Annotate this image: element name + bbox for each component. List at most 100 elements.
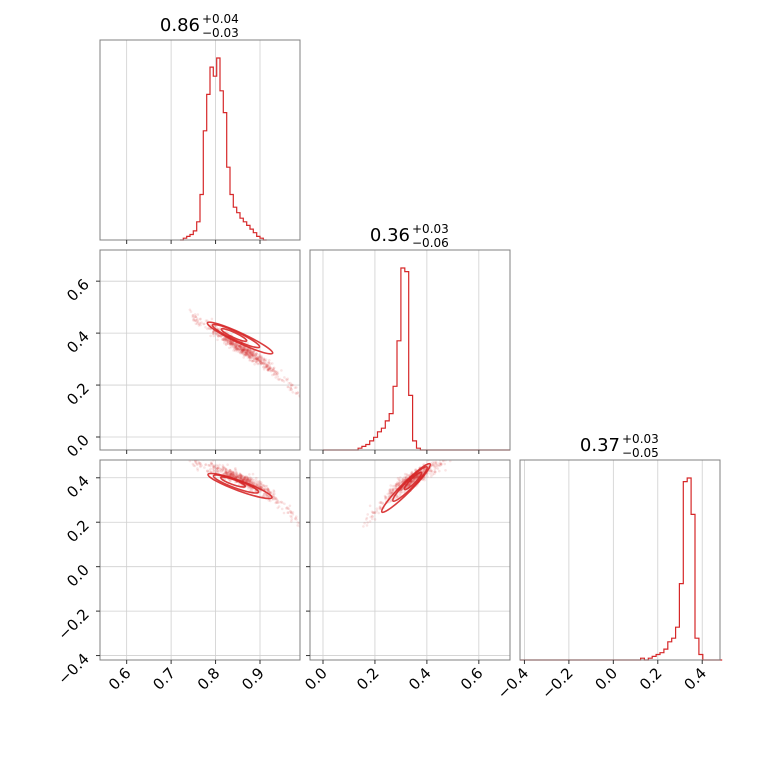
sample-point — [248, 356, 251, 360]
sample-point — [254, 490, 258, 493]
sample-point — [265, 363, 269, 367]
sample-point — [271, 368, 275, 372]
sample-point — [237, 347, 241, 351]
contour-outer-p2-vs-p1 — [380, 462, 432, 514]
sample-point — [242, 477, 246, 481]
sample-point — [403, 477, 407, 481]
sample-point — [257, 483, 260, 487]
sample-point — [231, 342, 234, 345]
sample-point — [249, 478, 252, 481]
sample-point — [396, 481, 399, 484]
y-tick-label-p2-1: −0.2 — [54, 605, 92, 643]
sample-point — [240, 348, 243, 352]
sample-point — [276, 375, 280, 378]
sample-point — [234, 348, 238, 351]
sample-point — [262, 362, 265, 366]
sample-point — [273, 492, 276, 496]
sample-point — [260, 358, 263, 362]
sample-point — [242, 348, 246, 352]
sample-point — [235, 342, 238, 346]
contour-outer-p1-vs-p0 — [206, 321, 274, 355]
sample-point — [429, 472, 432, 475]
sample-point — [227, 470, 231, 474]
sample-point — [223, 339, 226, 343]
sample-point — [194, 315, 197, 319]
sample-point — [247, 352, 250, 355]
sample-point — [226, 342, 230, 345]
sample-point — [240, 350, 243, 353]
sample-point — [233, 473, 236, 476]
sample-point — [243, 475, 247, 479]
sample-point — [211, 467, 215, 471]
sample-point — [194, 319, 198, 322]
sample-point — [222, 472, 226, 476]
sample-point — [267, 489, 270, 493]
sample-point — [400, 490, 404, 494]
sample-point — [230, 473, 233, 477]
sample-point — [220, 470, 223, 474]
sample-point — [224, 342, 228, 346]
x-tick-label-p1-2: 0.4 — [405, 664, 435, 694]
sample-point — [239, 346, 243, 349]
sample-point — [241, 351, 244, 354]
sample-point — [248, 480, 252, 483]
sample-point — [262, 361, 265, 365]
sample-point — [269, 490, 273, 494]
sample-point — [269, 368, 273, 372]
sample-point — [246, 341, 249, 345]
sample-point — [241, 348, 244, 351]
sample-point — [271, 492, 275, 495]
sample-point — [231, 470, 234, 474]
sample-point — [267, 490, 270, 493]
sample-point — [262, 484, 265, 488]
sample-point — [230, 343, 234, 347]
sample-point — [415, 475, 419, 478]
sample-point — [408, 483, 412, 486]
sample-point — [291, 511, 295, 514]
sample-point — [250, 353, 253, 356]
sample-point — [233, 475, 237, 479]
sample-point — [257, 480, 261, 483]
sample-point — [248, 481, 252, 485]
sample-point — [197, 461, 201, 464]
sample-point — [414, 476, 418, 479]
sample-point — [251, 349, 255, 353]
sample-point — [229, 472, 232, 476]
sample-point — [200, 321, 203, 324]
sample-point — [242, 348, 245, 352]
sample-point — [212, 334, 216, 338]
sample-point — [212, 465, 216, 469]
sample-point — [448, 460, 452, 463]
sample-point — [239, 345, 242, 348]
sample-point — [267, 494, 270, 498]
sample-point — [231, 342, 235, 346]
sample-point — [245, 351, 248, 354]
sample-point — [230, 340, 234, 344]
sample-point — [196, 320, 200, 323]
sample-point — [433, 468, 437, 471]
sample-point — [246, 351, 250, 354]
sample-point — [443, 457, 446, 460]
sample-point — [229, 340, 233, 344]
sample-point — [268, 369, 272, 373]
sample-point — [212, 330, 215, 333]
sample-point — [378, 501, 382, 505]
sample-point — [248, 356, 252, 359]
sample-point — [239, 474, 243, 477]
sample-point — [228, 341, 231, 344]
sample-point — [277, 378, 281, 382]
sample-point — [271, 498, 275, 501]
sample-point — [267, 368, 270, 371]
sample-point — [291, 383, 295, 387]
sample-point — [273, 369, 277, 373]
sample-point — [244, 353, 248, 357]
sample-point — [221, 464, 225, 467]
sample-point — [234, 344, 238, 347]
sample-point — [238, 475, 241, 479]
sample-point — [231, 470, 234, 474]
sample-point — [236, 475, 239, 479]
sample-point — [255, 357, 259, 361]
x-tick-label-p2-3: 0.2 — [636, 664, 666, 694]
sample-point — [251, 352, 254, 355]
